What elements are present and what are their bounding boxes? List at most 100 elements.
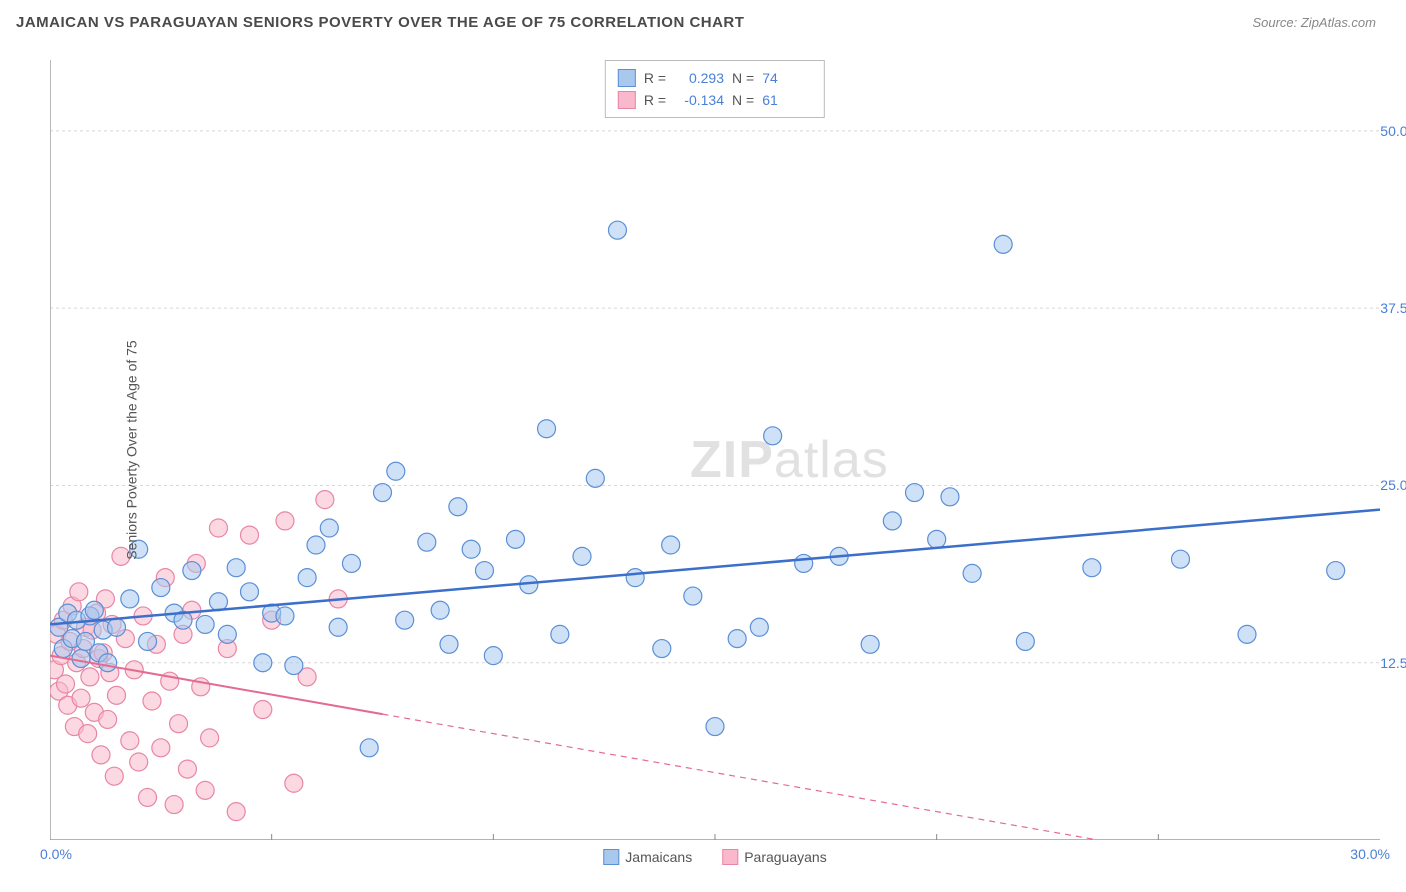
data-point [329,618,347,636]
y-tick-label: 25.0% [1380,477,1406,493]
chart-header: JAMAICAN VS PARAGUAYAN SENIORS POVERTY O… [0,0,1406,31]
data-point [861,635,879,653]
data-point [484,647,502,665]
data-point [431,601,449,619]
data-point [963,564,981,582]
data-point [684,587,702,605]
legend-swatch [603,849,619,865]
y-tick-label: 50.0% [1380,123,1406,139]
data-point [764,427,782,445]
data-point [316,491,334,509]
data-point [475,562,493,580]
stats-swatch [618,91,636,109]
data-point [130,753,148,771]
data-point [551,625,569,643]
data-point [462,540,480,558]
data-point [795,554,813,572]
data-point [92,746,110,764]
series-legend: Jamaicans Paraguayans [603,849,826,865]
data-point [196,615,214,633]
data-point [928,530,946,548]
data-point [139,788,157,806]
chart-source: Source: ZipAtlas.com [1252,15,1376,30]
data-point [165,796,183,814]
data-point [906,484,924,502]
data-point [276,512,294,530]
data-point [653,640,671,658]
data-point [183,562,201,580]
data-point [99,654,117,672]
data-point [72,689,90,707]
data-point [706,718,724,736]
stats-swatch [618,69,636,87]
data-point [418,533,436,551]
data-point [1327,562,1345,580]
data-point [152,739,170,757]
stats-row: R = -0.134 N = 61 [618,89,812,111]
data-point [342,554,360,572]
data-point [241,583,259,601]
data-point [507,530,525,548]
data-point [178,760,196,778]
data-point [1172,550,1190,568]
x-axis-max-label: 30.0% [1350,846,1390,862]
data-point [227,803,245,821]
data-point [285,657,303,675]
data-point [139,632,157,650]
y-axis-label: Seniors Poverty Over the Age of 75 [124,340,140,559]
data-point [143,692,161,710]
data-point [209,593,227,611]
data-point [218,625,236,643]
data-point [662,536,680,554]
stats-row: R = 0.293 N = 74 [618,67,812,89]
data-point [941,488,959,506]
legend-item: Jamaicans [603,849,692,865]
data-point [241,526,259,544]
data-point [728,630,746,648]
x-axis-min-label: 0.0% [40,846,72,862]
data-point [1083,559,1101,577]
data-point [209,519,227,537]
data-point [201,729,219,747]
data-point [994,235,1012,253]
data-point [883,512,901,530]
data-point [254,654,272,672]
data-point [121,732,139,750]
data-point [81,668,99,686]
data-point [573,547,591,565]
trend-line-extrapolated [383,714,1098,840]
data-point [608,221,626,239]
data-point [307,536,325,554]
data-point [396,611,414,629]
data-point [440,635,458,653]
y-tick-label: 12.5% [1380,655,1406,671]
chart-container: Seniors Poverty Over the Age of 75 ZIPat… [50,60,1380,840]
data-point [57,675,75,693]
data-point [298,569,316,587]
data-point [586,469,604,487]
scatter-plot [50,60,1380,840]
data-point [538,420,556,438]
data-point [85,601,103,619]
data-point [374,484,392,502]
data-point [121,590,139,608]
data-point [70,583,88,601]
data-point [750,618,768,636]
correlation-stats-box: R = 0.293 N = 74 R = -0.134 N = 61 [605,60,825,118]
legend-item: Paraguayans [722,849,827,865]
y-tick-label: 37.5% [1380,300,1406,316]
data-point [320,519,338,537]
data-point [72,649,90,667]
data-point [1016,632,1034,650]
data-point [99,710,117,728]
data-point [152,579,170,597]
data-point [387,462,405,480]
chart-title: JAMAICAN VS PARAGUAYAN SENIORS POVERTY O… [16,14,744,31]
data-point [276,607,294,625]
data-point [227,559,245,577]
data-point [360,739,378,757]
legend-swatch [722,849,738,865]
data-point [254,701,272,719]
data-point [79,725,97,743]
data-point [449,498,467,516]
